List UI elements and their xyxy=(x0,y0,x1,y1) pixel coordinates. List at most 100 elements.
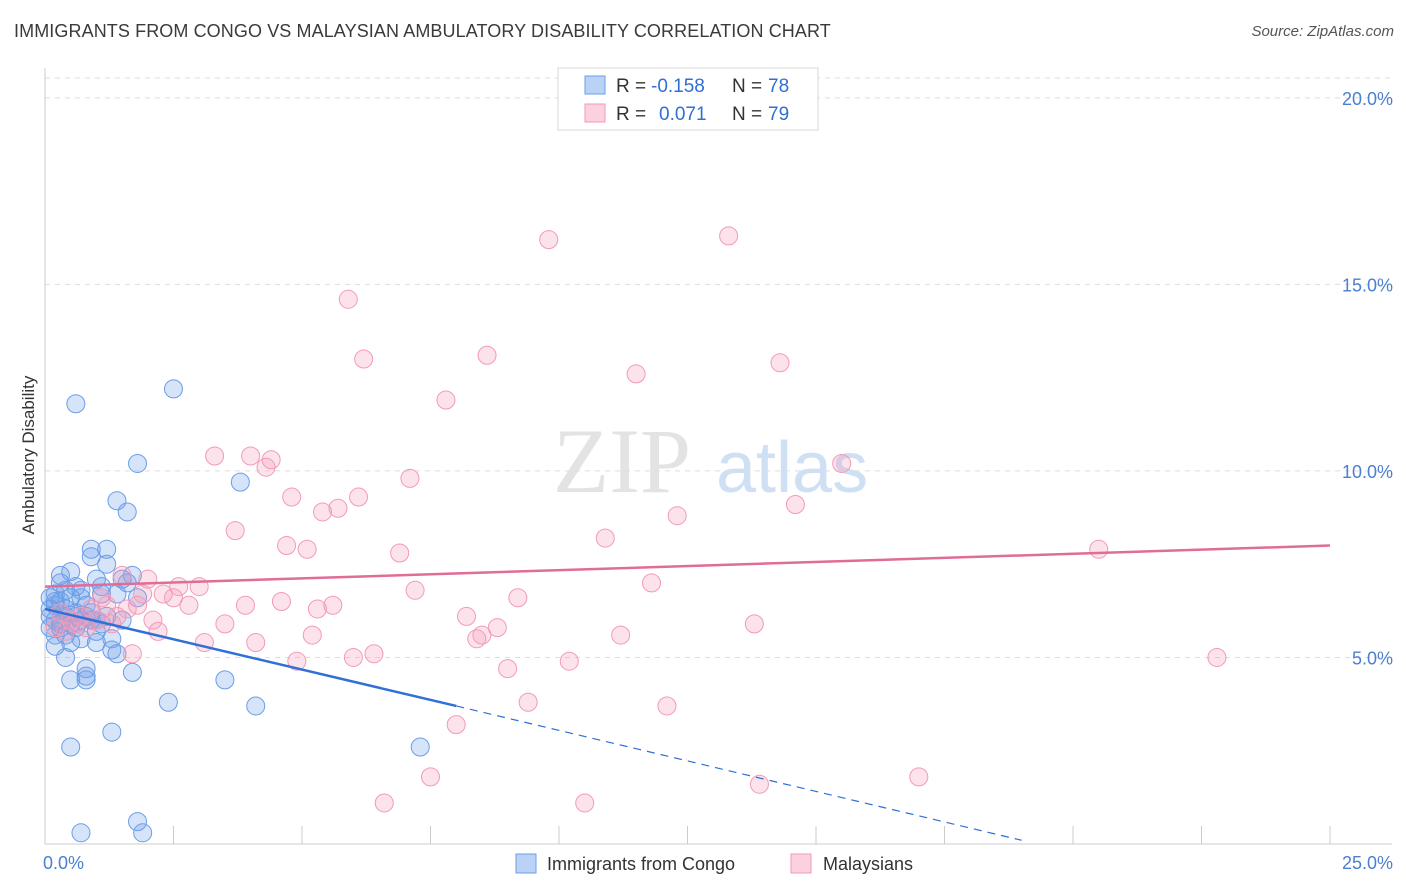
legend-r-value: 0.071 xyxy=(659,104,707,125)
malaysian-point xyxy=(302,625,322,645)
congo-point xyxy=(76,670,96,690)
malaysian-point xyxy=(611,625,631,645)
congo-point xyxy=(50,565,70,585)
legend-swatch-blue xyxy=(584,75,606,95)
malaysian-point xyxy=(179,595,199,615)
congo-point xyxy=(164,379,183,399)
congo-point xyxy=(102,629,122,649)
watermark-zip: ZIP xyxy=(553,410,691,512)
congo-point xyxy=(410,737,430,757)
malaysian-point xyxy=(169,577,189,597)
malaysian-point xyxy=(446,715,466,735)
malaysian-point xyxy=(143,610,163,630)
malaysian-point xyxy=(400,468,420,488)
malaysian-point xyxy=(153,584,173,604)
legend-n-label: N = xyxy=(732,76,762,97)
chart-title: IMMIGRANTS FROM CONGO VS MALAYSIAN AMBUL… xyxy=(14,21,831,41)
legend-n-value: 78 xyxy=(768,76,789,97)
x-tick-label: 0.0% xyxy=(43,853,84,873)
congo-point xyxy=(117,502,137,522)
legend-r-label: R = xyxy=(616,104,646,125)
data-points xyxy=(40,226,1227,843)
congo-point xyxy=(122,662,142,682)
malaysian-point xyxy=(909,767,929,787)
congo-point xyxy=(71,629,91,649)
congo-point xyxy=(102,640,122,660)
malaysian-point xyxy=(328,498,348,518)
congo-point xyxy=(158,692,178,712)
congo-point xyxy=(81,547,101,567)
grid xyxy=(45,77,1392,658)
malaysian-point xyxy=(313,502,333,522)
congo-point xyxy=(128,812,148,832)
congo-point xyxy=(97,554,117,574)
malaysian-point xyxy=(138,569,158,589)
malaysian-point xyxy=(667,506,687,526)
malaysian-point xyxy=(277,536,297,556)
malaysian-point xyxy=(122,644,142,664)
congo-point xyxy=(61,737,81,757)
malaysian-point xyxy=(472,625,492,645)
malaysian-point xyxy=(744,614,764,634)
malaysian-point xyxy=(133,584,153,604)
y-axis-label: Ambulatory Disability xyxy=(19,375,38,534)
legend-r-label: R = xyxy=(616,76,646,97)
malaysian-trend-line xyxy=(44,544,1331,588)
congo-point xyxy=(56,647,76,667)
malaysian-point xyxy=(117,599,137,619)
congo-point xyxy=(61,562,81,582)
malaysian-point xyxy=(225,521,245,541)
malaysian-point xyxy=(323,595,343,615)
malaysian-point xyxy=(261,450,281,470)
congo-point xyxy=(71,823,91,843)
malaysian-point xyxy=(1207,647,1227,667)
legend-n-value: 79 xyxy=(768,104,789,125)
tick-labels: 5.0% 10.0% 15.0% 20.0% 0.0% 25.0% xyxy=(43,89,1393,873)
y-tick-label: 5.0% xyxy=(1352,648,1393,668)
malaysian-point xyxy=(785,495,805,514)
congo-point xyxy=(102,722,122,742)
legend-bottom: Immigrants from Congo Malaysians xyxy=(515,853,913,874)
malaysian-point xyxy=(575,793,595,813)
malaysian-point xyxy=(343,647,363,667)
malaysian-point xyxy=(467,629,487,649)
congo-point xyxy=(215,670,235,690)
malaysian-point xyxy=(56,621,76,641)
malaysian-point xyxy=(364,644,384,664)
malaysian-point xyxy=(642,573,662,593)
axes xyxy=(44,68,1392,845)
malaysian-point xyxy=(770,353,790,373)
malaysian-point xyxy=(297,539,317,559)
congo-point xyxy=(230,472,250,492)
source-label: Source: ZipAtlas.com xyxy=(1251,23,1394,40)
malaysian-point xyxy=(508,588,528,608)
malaysian-point xyxy=(112,565,132,585)
malaysian-point xyxy=(235,595,255,615)
malaysian-point xyxy=(436,390,456,410)
legend-bottom-swatch-pink xyxy=(790,853,812,874)
watermark-atlas: atlas xyxy=(716,428,868,508)
malaysian-point xyxy=(421,767,440,787)
malaysian-point xyxy=(487,618,507,638)
congo-point xyxy=(246,696,266,716)
congo-trend-line xyxy=(44,607,457,708)
congo-trend-extension xyxy=(456,705,1022,841)
malaysian-point xyxy=(374,793,394,813)
congo-point xyxy=(45,584,65,604)
legend-n-label: N = xyxy=(732,104,762,125)
trend-lines xyxy=(44,544,1331,841)
malaysian-point xyxy=(215,614,235,634)
malaysian-point xyxy=(354,349,374,369)
malaysian-point xyxy=(832,453,852,473)
malaysian-point xyxy=(657,696,677,716)
legend-swatch-pink xyxy=(584,103,606,123)
legend-bottom-label-congo: Immigrants from Congo xyxy=(547,854,735,874)
x-tick-label: 25.0% xyxy=(1342,853,1393,873)
y-tick-label: 20.0% xyxy=(1342,89,1393,109)
malaysian-point xyxy=(45,618,65,638)
malaysian-point xyxy=(498,659,518,679)
malaysian-point xyxy=(456,606,476,626)
malaysian-point xyxy=(595,528,615,548)
y-tick-label: 10.0% xyxy=(1342,462,1393,482)
malaysian-point xyxy=(128,595,148,615)
